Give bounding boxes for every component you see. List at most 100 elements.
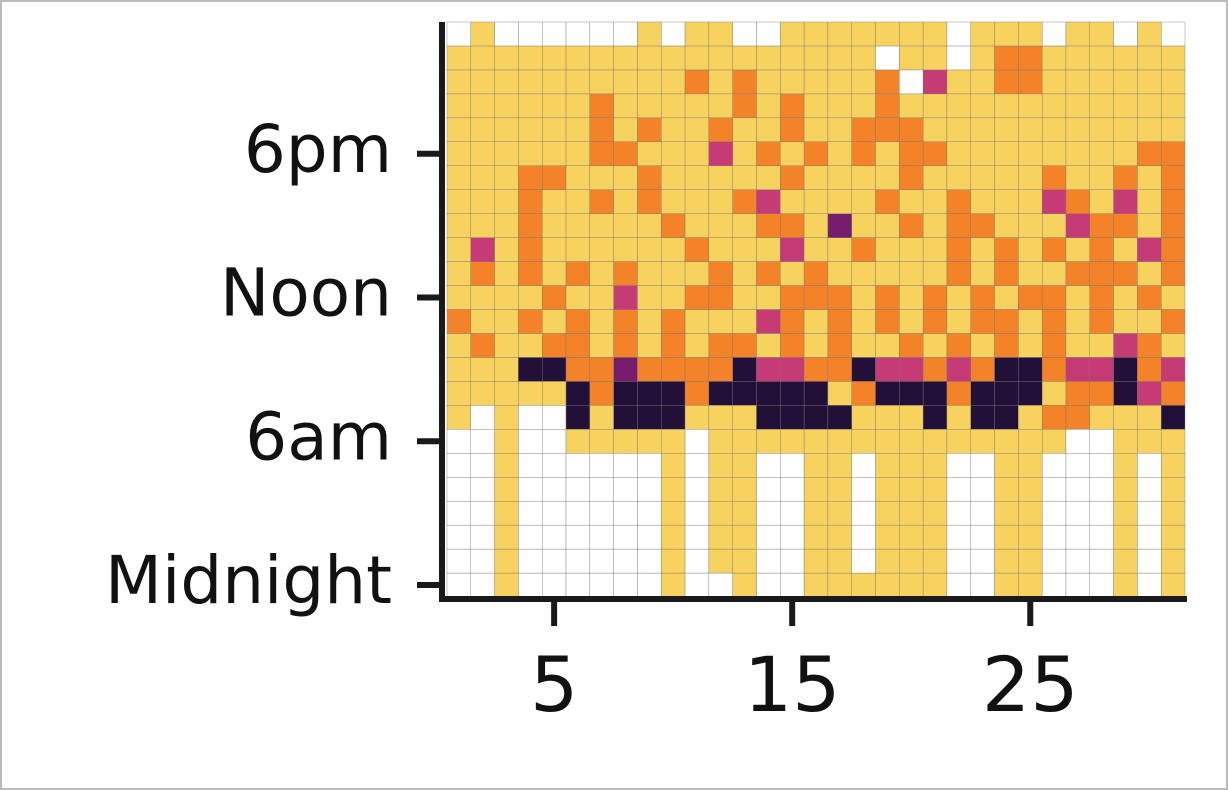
cell <box>613 548 638 574</box>
cell <box>970 500 995 526</box>
cell <box>1137 189 1162 214</box>
cell <box>708 213 733 238</box>
cell <box>756 69 781 95</box>
cell <box>899 500 924 526</box>
cell <box>994 69 1019 95</box>
cell <box>446 500 472 526</box>
cell <box>708 453 733 478</box>
cell <box>1089 333 1114 358</box>
cell <box>946 548 971 574</box>
cell <box>708 165 733 190</box>
cell <box>542 477 567 502</box>
cell <box>518 213 543 238</box>
cell <box>851 477 876 502</box>
cell <box>1160 357 1186 382</box>
cell <box>899 45 924 71</box>
cell <box>589 572 614 598</box>
cell <box>470 21 495 47</box>
cell <box>661 309 686 334</box>
cell <box>803 405 829 430</box>
cell <box>1160 141 1186 166</box>
cell <box>661 572 686 598</box>
cell <box>994 117 1019 142</box>
cell <box>922 45 948 71</box>
cell <box>542 381 567 406</box>
cell <box>1065 381 1090 406</box>
cell <box>1113 357 1138 382</box>
cell <box>446 309 472 334</box>
cell <box>1065 477 1090 502</box>
cell <box>827 477 852 502</box>
cell <box>756 21 781 47</box>
cell <box>1065 429 1090 454</box>
cell <box>708 429 733 454</box>
cell <box>1160 524 1186 550</box>
cell <box>684 524 710 550</box>
cell <box>756 117 781 142</box>
cell <box>1160 93 1186 119</box>
cell <box>684 285 710 310</box>
cell <box>518 572 543 598</box>
cell <box>803 237 829 262</box>
cell <box>1113 572 1138 598</box>
cell <box>589 429 614 454</box>
cell <box>803 21 829 47</box>
cell <box>1160 117 1186 142</box>
cell <box>661 333 686 358</box>
cell <box>1089 141 1114 166</box>
cell <box>1113 165 1138 190</box>
cell <box>1041 69 1067 95</box>
cell <box>518 261 543 286</box>
cell <box>851 261 876 286</box>
cell <box>542 117 567 142</box>
cell <box>899 357 924 382</box>
cell <box>803 189 829 214</box>
cell <box>780 261 805 286</box>
cell <box>613 429 638 454</box>
cell <box>970 45 995 71</box>
cell <box>780 165 805 190</box>
cell <box>1041 285 1067 310</box>
cell <box>446 429 472 454</box>
cell <box>970 141 995 166</box>
cell <box>661 93 686 119</box>
cell <box>1018 572 1043 598</box>
cell <box>637 477 662 502</box>
cell <box>565 548 591 574</box>
cell <box>1065 165 1090 190</box>
cell <box>589 357 614 382</box>
cell <box>922 141 948 166</box>
cell <box>732 285 757 310</box>
cell <box>780 93 805 119</box>
cell <box>613 141 638 166</box>
cell <box>661 285 686 310</box>
cell <box>518 285 543 310</box>
cell <box>732 572 757 598</box>
cell <box>637 333 662 358</box>
cell <box>970 453 995 478</box>
cell <box>970 548 995 574</box>
cell <box>661 117 686 142</box>
cell <box>470 69 495 95</box>
cell <box>637 69 662 95</box>
cell <box>1113 213 1138 238</box>
cell <box>994 309 1019 334</box>
cell <box>1137 357 1162 382</box>
cell <box>827 405 852 430</box>
cell <box>1137 548 1162 574</box>
cell <box>542 69 567 95</box>
cell <box>1041 357 1067 382</box>
cell <box>684 261 710 286</box>
cell <box>565 141 591 166</box>
cell <box>1137 309 1162 334</box>
cell <box>827 453 852 478</box>
cell <box>565 189 591 214</box>
cell <box>1113 309 1138 334</box>
cell <box>661 500 686 526</box>
cell <box>1041 548 1067 574</box>
cell <box>756 285 781 310</box>
cell <box>518 357 543 382</box>
cell <box>684 21 710 47</box>
cell <box>494 572 519 598</box>
cell <box>589 381 614 406</box>
